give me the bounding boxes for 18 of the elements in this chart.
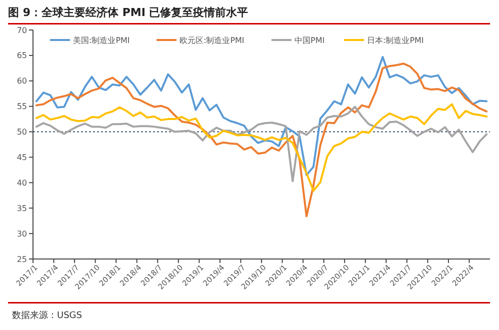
y-tick-label: 30 — [16, 229, 27, 238]
line-series — [35, 62, 488, 218]
legend-label: 美国:制造业PMI — [73, 36, 130, 45]
legend-label: 日本:制造业PMI — [367, 36, 424, 45]
y-tick-label: 60 — [16, 76, 27, 86]
y-tick-label: 50 — [16, 128, 27, 137]
legend-label: 欧元区:制造业PMI — [180, 36, 244, 45]
y-tick-label: 25 — [16, 254, 27, 264]
y-tick-label: 35 — [16, 204, 27, 213]
chart-title: 图 9：全球主要经济体 PMI 已修复至疫情前水平 — [8, 6, 248, 19]
y-tick-label: 70 — [16, 26, 27, 35]
line-series — [35, 56, 488, 176]
y-tick-label: 40 — [16, 178, 27, 188]
y-tick-label: 55 — [16, 102, 27, 112]
source-note: 数据来源：USGS — [12, 310, 82, 321]
legend-label: 中国PMI — [294, 36, 325, 45]
y-tick-label: 45 — [16, 153, 27, 162]
y-tick-label: 65 — [16, 51, 27, 60]
